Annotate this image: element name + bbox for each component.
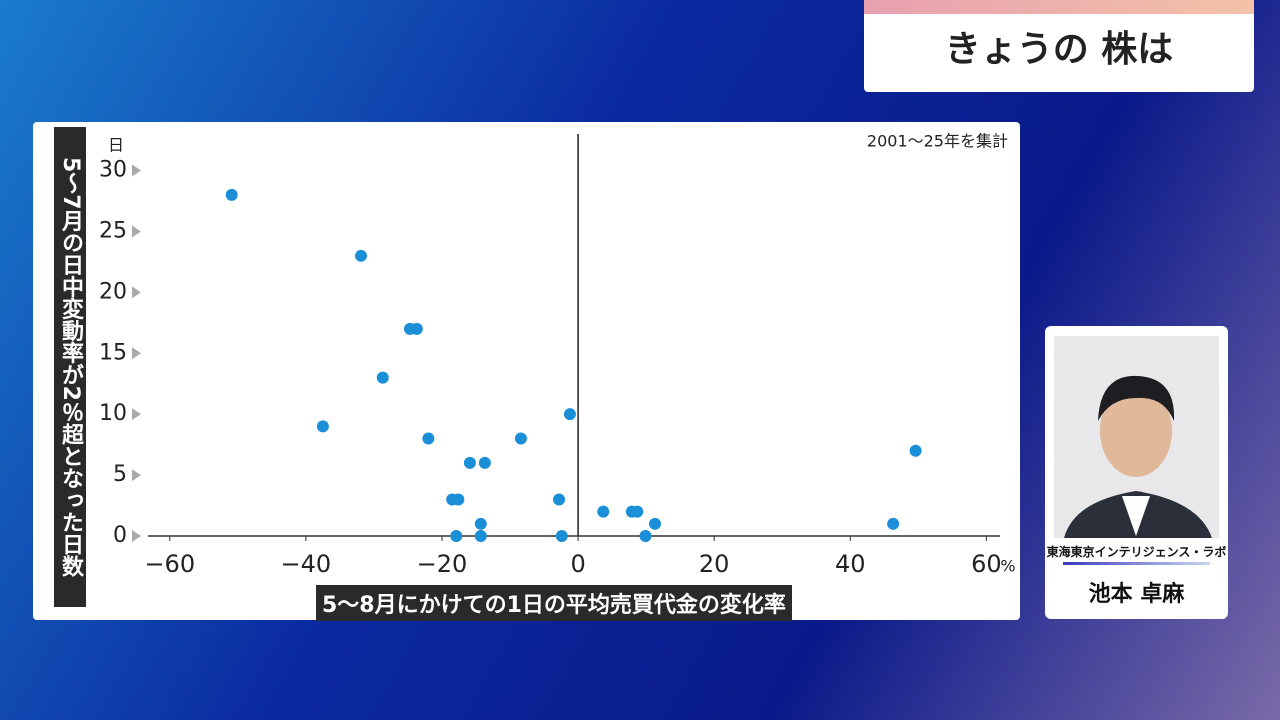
title-box: きょうの 株は [864,0,1254,92]
divider [1063,562,1210,565]
y-tick-mark [132,225,141,238]
x-tick-label: 0 [570,550,585,578]
x-unit: % [1000,557,1015,576]
point [909,444,922,457]
point [450,530,463,542]
point [376,371,389,384]
y-tick-label: 30 [99,158,127,183]
point [555,530,568,542]
y-tick-mark [132,469,141,482]
x-tick-label: −40 [281,550,332,578]
y-tick-mark [132,164,141,177]
y-tick-label: 25 [99,218,127,243]
y-tick-label: 10 [99,401,127,426]
x-axis-label: 5～8月にかけての1日の平均売買代金の変化率 [316,585,792,621]
y-tick-label: 0 [113,523,127,548]
y-tick-label: 20 [99,279,127,304]
chart-note: 2001～25年を集計 [867,132,1008,151]
x-tick-label: 40 [835,550,866,578]
x-tick-label: 60 [971,550,1002,578]
y-tick-mark [132,347,141,360]
point [410,322,423,335]
point [474,530,487,542]
point [597,505,610,518]
point [563,408,576,421]
presenter-card: 東海東京インテリジェンス・ラボ 池本 卓麻 [1045,326,1228,619]
point [316,420,329,433]
point [422,432,435,445]
y-tick-mark [132,286,141,299]
presenter-affiliation: 東海東京インテリジェンス・ラボ [1046,545,1227,559]
presenter-photo [1054,336,1219,538]
point [355,249,367,262]
y-tick-mark [132,408,141,421]
y-tick-mark [132,530,141,542]
x-tick-label: −60 [144,550,195,578]
point [887,517,900,530]
chart-panel [33,122,1020,620]
point [463,456,476,469]
x-tick-label: 20 [699,550,730,578]
header-title: きょうの 株は [944,29,1174,70]
presenter-name: 池本 卓麻 [1088,582,1185,607]
y-tick-label: 15 [99,340,127,365]
title-accent [864,0,1254,14]
point [474,517,487,530]
point [514,432,527,445]
point [639,530,652,542]
point [631,505,644,518]
y-axis-label: 5～7月の日中変動率が2％超となった日数 [54,127,86,607]
y-tick-label: 5 [113,462,127,487]
point [225,188,238,201]
x-tick-label: −20 [417,550,468,578]
point [553,493,566,506]
y-unit: 日 [108,136,124,155]
point [478,456,491,469]
point [452,493,465,506]
point [648,517,661,530]
